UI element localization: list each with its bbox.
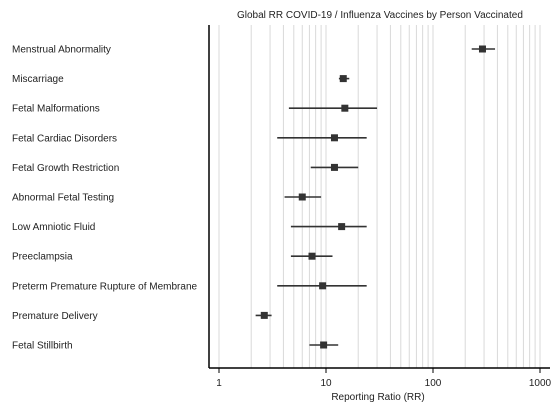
row-label: Premature Delivery [12,311,98,322]
forest-rows: Menstrual Abnormality Miscarriage Fetal Ma… [12,45,496,352]
point-estimate-marker [308,252,316,260]
forest-row: Miscarriage [12,74,350,85]
point-estimate-marker [298,193,306,201]
x-tick-label: 1 [216,378,222,389]
point-estimate-marker [341,104,349,112]
row-label: Abnormal Fetal Testing [12,193,114,204]
gridlines [218,25,541,368]
forest-row: Preterm Premature Rupture of Membrane [12,281,367,292]
row-label: Preeclampsia [12,252,73,263]
row-label: Fetal Malformations [12,104,100,115]
forest-row: Abnormal Fetal Testing [12,193,322,204]
forest-row: Fetal Cardiac Disorders [12,133,367,144]
forest-row: Premature Delivery [12,311,272,322]
row-label: Miscarriage [12,74,64,85]
x-axis-label: Reporting Ratio (RR) [331,392,424,403]
forest-row: Fetal Stillbirth [12,341,339,352]
point-estimate-marker [320,341,328,349]
x-tick-label: 10 [320,378,332,389]
row-label: Fetal Growth Restriction [12,163,119,174]
row-label: Low Amniotic Fluid [12,222,95,233]
x-tick-label: 1000 [529,378,552,389]
chart-title: Global RR COVID-19 / Influenza Vaccines … [237,10,523,21]
point-estimate-marker [260,311,268,319]
row-label: Preterm Premature Rupture of Membrane [12,281,198,292]
point-estimate-marker [338,223,346,231]
row-label: Menstrual Abnormality [12,45,111,56]
forest-row: Menstrual Abnormality [12,45,496,56]
row-label: Fetal Cardiac Disorders [12,133,117,144]
forest-row: Fetal Malformations [12,104,378,115]
point-estimate-marker [330,163,338,171]
row-label: Fetal Stillbirth [12,341,73,352]
point-estimate-marker [319,282,327,290]
point-estimate-marker [339,75,347,83]
forest-row: Fetal Growth Restriction [12,163,359,174]
x-axis-ticks: 1 10 100 1000 [216,368,552,389]
point-estimate-marker [478,45,486,53]
x-tick-label: 100 [425,378,442,389]
point-estimate-marker [330,134,338,142]
forest-row: Preeclampsia [12,252,333,263]
forest-row: Low Amniotic Fluid [12,222,367,233]
